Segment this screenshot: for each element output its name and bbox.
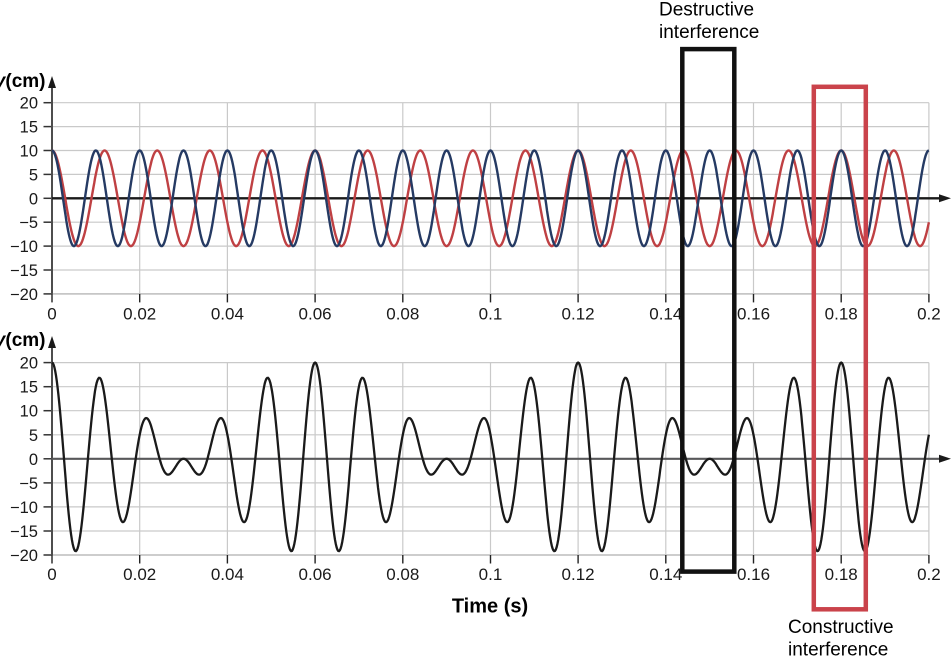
svg-text:10: 10 [20, 143, 38, 161]
svg-text:0.04: 0.04 [211, 565, 244, 584]
svg-text:0.18: 0.18 [825, 305, 858, 324]
svg-text:−15: −15 [10, 523, 38, 541]
svg-text:0.02: 0.02 [123, 565, 156, 584]
svg-text:0: 0 [47, 565, 56, 584]
svg-text:5: 5 [29, 166, 38, 184]
svg-text:15: 15 [20, 379, 38, 397]
svg-text:Time (s): Time (s) [452, 596, 528, 618]
svg-text:0.14: 0.14 [649, 565, 682, 584]
svg-text:0.1: 0.1 [479, 565, 503, 584]
svg-text:20: 20 [20, 355, 38, 373]
svg-text:−10: −10 [10, 499, 38, 517]
svg-text:−20: −20 [10, 286, 38, 304]
svg-text:0.08: 0.08 [386, 565, 419, 584]
svg-text:0.04: 0.04 [211, 305, 244, 324]
svg-text:−10: −10 [10, 238, 38, 256]
svg-text:0.12: 0.12 [562, 305, 595, 324]
svg-text:Destructive: Destructive [659, 0, 754, 21]
svg-text:15: 15 [20, 119, 38, 137]
svg-text:20: 20 [20, 95, 38, 113]
svg-text:−5: −5 [19, 214, 38, 232]
svg-text:0.06: 0.06 [299, 305, 332, 324]
svg-text:0.2: 0.2 [917, 305, 941, 324]
svg-text:interference: interference [659, 22, 759, 43]
svg-text:Constructive: Constructive [788, 617, 894, 638]
svg-text:y(cm): y(cm) [0, 330, 46, 351]
svg-text:−15: −15 [10, 262, 38, 280]
svg-text:10: 10 [20, 403, 38, 421]
svg-text:0.14: 0.14 [649, 305, 682, 324]
svg-text:0.16: 0.16 [737, 565, 770, 584]
svg-text:y(cm): y(cm) [0, 71, 46, 92]
svg-text:0: 0 [47, 305, 56, 324]
svg-text:0.2: 0.2 [917, 565, 941, 584]
svg-text:interference: interference [788, 639, 888, 660]
svg-text:0.12: 0.12 [562, 565, 595, 584]
svg-text:0.08: 0.08 [386, 305, 419, 324]
svg-text:0.02: 0.02 [123, 305, 156, 324]
svg-text:0.06: 0.06 [299, 565, 332, 584]
svg-text:−20: −20 [10, 547, 38, 565]
svg-text:5: 5 [29, 427, 38, 445]
svg-text:0: 0 [29, 190, 38, 208]
svg-text:0.16: 0.16 [737, 305, 770, 324]
svg-text:0.18: 0.18 [825, 565, 858, 584]
svg-text:−5: −5 [19, 475, 38, 493]
svg-text:0: 0 [29, 451, 38, 469]
svg-text:0.1: 0.1 [479, 305, 503, 324]
